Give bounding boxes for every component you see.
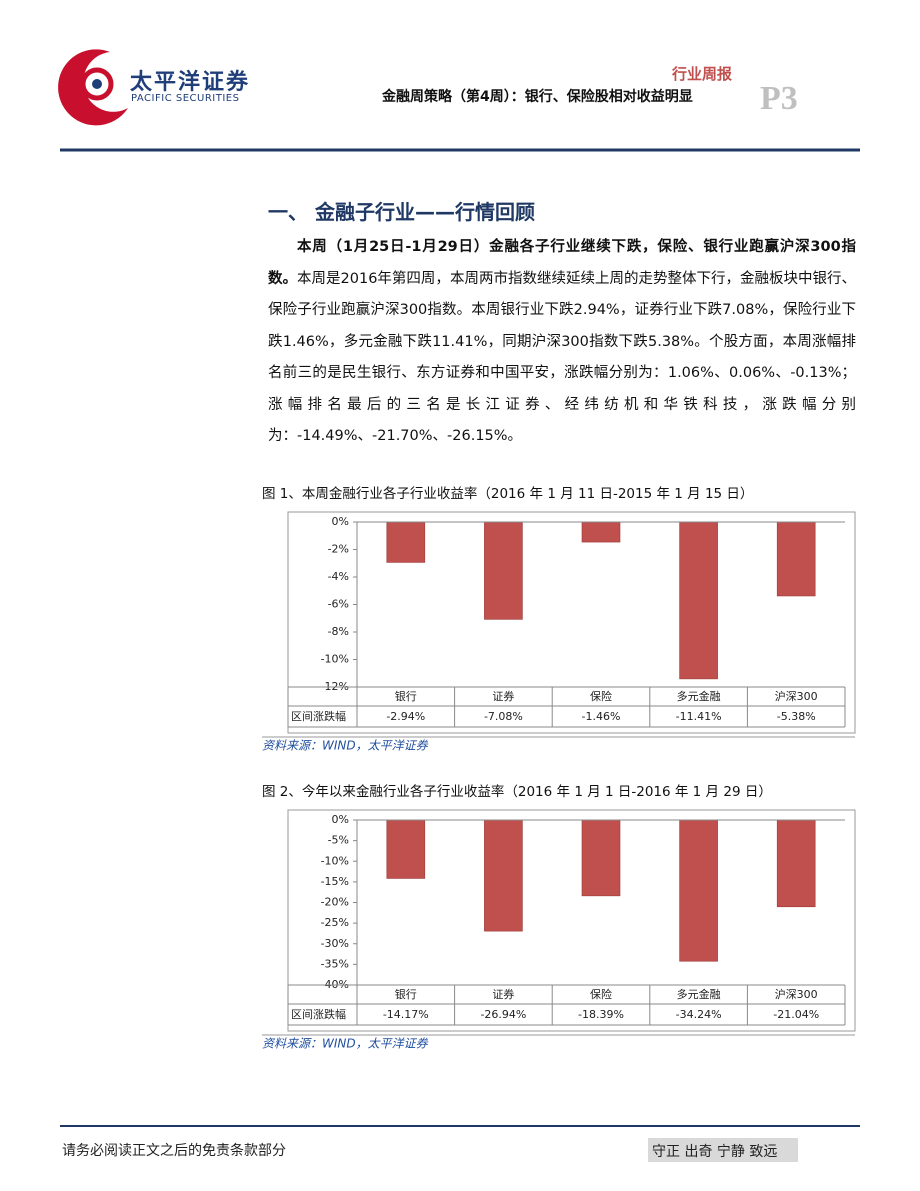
- bar: [386, 819, 426, 879]
- chart-frame: [287, 511, 856, 734]
- motto: 守正 出奇 宁静 致远: [652, 1144, 778, 1160]
- figure-caption: 图 1、本周金融行业各子行业收益率（2016 年 1 月 11 日-2015 年…: [262, 485, 753, 502]
- y-tick-label: -30%: [321, 937, 349, 950]
- bar: [581, 819, 621, 897]
- paragraph-lead: 本周（1月25日-1月29日）金融各子行业继续下跌，保险、银行业跑赢沪深300指…: [268, 239, 856, 287]
- category-label: 保险: [590, 987, 612, 1001]
- value-label: -14.17%: [383, 1008, 429, 1021]
- y-tick-label: 0%: [332, 515, 349, 528]
- category-label: 证券: [492, 987, 514, 1001]
- chart-frame: [287, 809, 856, 1032]
- y-tick-label: -4%: [328, 570, 349, 583]
- source: 资料来源：WIND，太平洋证券: [262, 1037, 429, 1051]
- y-tick-label: -10%: [321, 653, 349, 666]
- table-row-label: 区间涨跌幅: [291, 1007, 346, 1021]
- category-label: 沪深300: [775, 987, 818, 1001]
- logo-en: PACIFIC SECURITIES: [131, 93, 240, 104]
- value-label: -34.24%: [676, 1008, 722, 1021]
- paragraph: 本周（1月25日-1月29日）金融各子行业继续下跌，保险、银行业跑赢沪深300指…: [268, 232, 856, 453]
- report-type: 行业周报: [672, 65, 733, 83]
- logo-cn: 太平洋证券: [130, 70, 251, 95]
- paragraph-body: 本周是2016年第四周，本周两市指数继续延续上周的走势整体下行，金融板块中银行、…: [268, 270, 857, 445]
- category-label: 多元金融: [677, 689, 721, 703]
- bar: [679, 819, 718, 962]
- value-label: -26.94%: [480, 1008, 526, 1021]
- logo-icon: [58, 49, 128, 126]
- category-label: 证券: [492, 689, 514, 703]
- value-label: -11.41%: [676, 710, 722, 723]
- category-label: 银行: [395, 689, 417, 703]
- y-tick-label: -5%: [328, 834, 349, 847]
- disclaimer: 请务必阅读正文之后的免责条款部分: [62, 1143, 286, 1159]
- bar: [484, 819, 523, 932]
- y-tick-label: -10%: [321, 854, 349, 867]
- category-label: 保险: [590, 689, 612, 703]
- bar: [776, 521, 816, 597]
- motto-bg: [648, 1138, 798, 1162]
- charts: 图 1、本周金融行业各子行业收益率（2016 年 1 月 11 日-2015 年…: [262, 485, 856, 1051]
- value-label: -2.94%: [386, 710, 425, 723]
- y-tick-label: -6%: [328, 598, 349, 611]
- value-label: -21.04%: [773, 1008, 819, 1021]
- category-label: 银行: [395, 987, 417, 1001]
- bar: [581, 521, 621, 543]
- value-label: -18.39%: [578, 1008, 624, 1021]
- category-label: 多元金融: [677, 987, 721, 1001]
- category-label: 沪深300: [775, 689, 818, 703]
- bar: [386, 521, 426, 563]
- y-tick-label: -20%: [321, 896, 349, 909]
- value-label: -1.46%: [582, 710, 621, 723]
- y-tick-label: -8%: [328, 625, 349, 638]
- bar: [484, 521, 523, 620]
- figure-caption: 图 2、今年以来金融行业各子行业收益率（2016 年 1 月 1 日-2016 …: [262, 783, 772, 800]
- source: 资料来源：WIND，太平洋证券: [262, 739, 429, 753]
- section-title: 一、 金融子行业——行情回顾: [268, 200, 535, 224]
- value-label: -7.08%: [484, 710, 523, 723]
- y-tick-label: -35%: [321, 957, 349, 970]
- y-tick-label: -2%: [328, 543, 349, 556]
- bar: [776, 819, 816, 908]
- page-number: P3: [760, 80, 798, 117]
- subtitle: 金融周策略（第4周）：银行、保险股相对收益明显: [382, 89, 693, 105]
- y-tick-label: 0%: [332, 813, 349, 826]
- y-tick-label: -15%: [321, 875, 349, 888]
- bar: [679, 521, 718, 680]
- table-row-label: 区间涨跌幅: [291, 709, 346, 723]
- value-label: -5.38%: [777, 710, 816, 723]
- y-tick-label: -25%: [321, 916, 349, 929]
